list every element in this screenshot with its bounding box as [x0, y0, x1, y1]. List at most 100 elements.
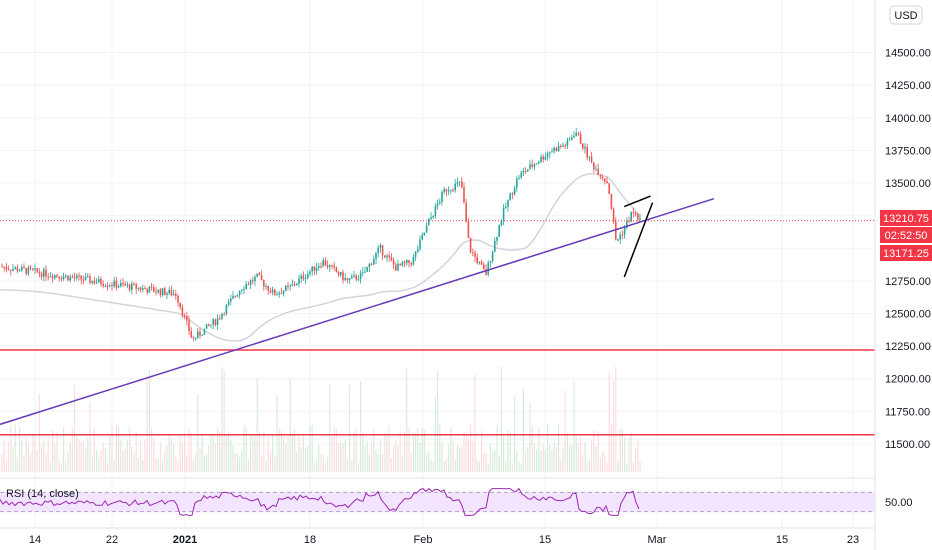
volume-bar — [463, 431, 465, 472]
candle-body — [128, 284, 131, 290]
volume-bar — [342, 443, 344, 472]
candle-body — [34, 268, 36, 270]
candle-body — [430, 217, 432, 220]
volume-bar — [397, 445, 399, 472]
volume-bar — [533, 443, 535, 472]
candle-body — [452, 190, 454, 192]
volume-bar — [159, 442, 161, 472]
candle-body — [386, 255, 388, 258]
volume-bar — [450, 426, 452, 472]
candle-body — [573, 135, 575, 138]
y-tick-label: 13750.00 — [885, 145, 931, 157]
volume-bar — [14, 424, 16, 472]
price-axis[interactable]: 14500.00 14250.00 14000.00 13750.00 13500.00… — [874, 0, 931, 550]
candle-body — [111, 285, 113, 287]
candle-body — [170, 289, 173, 296]
volume-bar — [65, 460, 67, 472]
candle-body — [179, 302, 181, 308]
drawn-lines[interactable] — [0, 195, 875, 436]
candle-body — [608, 183, 610, 194]
volume-bar — [344, 438, 346, 472]
volume-bar — [487, 463, 489, 472]
candle-body — [203, 328, 206, 335]
candle-body — [549, 152, 551, 154]
volume-bar — [335, 429, 337, 472]
candle-body — [384, 255, 386, 258]
candle-body — [16, 267, 19, 272]
candle-body — [298, 278, 300, 284]
volume-bar — [615, 366, 617, 472]
candle-body — [289, 285, 291, 287]
candle-body — [296, 283, 298, 286]
candle-body — [144, 288, 146, 290]
volume-bar — [102, 441, 104, 472]
volume-bar — [505, 461, 507, 472]
volume-bar — [483, 453, 485, 472]
candle-body — [157, 289, 159, 293]
volume-bar — [8, 441, 10, 472]
volume-bar — [280, 430, 282, 472]
volume-bar — [107, 462, 109, 472]
candle-body — [80, 275, 82, 280]
candle-body — [102, 284, 104, 286]
volume-bar — [560, 459, 562, 472]
volume-bar — [239, 456, 241, 472]
volume-bar — [437, 370, 439, 472]
volume-bar — [452, 440, 454, 472]
candle-body — [582, 143, 584, 149]
volume-bar — [151, 427, 153, 472]
countdown-value: 02:52:50 — [885, 230, 928, 242]
candle-body — [395, 264, 397, 271]
candle-body — [322, 260, 324, 267]
rsi-indicator-label[interactable]: RSI (14, close) — [6, 488, 79, 500]
volume-bar — [632, 462, 634, 472]
time-axis[interactable]: 14 22 2021 18 Feb 15 Mar 15 23 — [0, 527, 875, 546]
volume-bar — [507, 429, 509, 472]
last-price-value: 13210.75 — [883, 213, 929, 225]
candle-body — [472, 252, 474, 254]
candle-body — [3, 266, 5, 268]
x-tick-label: Mar — [648, 534, 667, 546]
candle-body — [117, 286, 120, 288]
y-tick-label: 11500.00 — [885, 439, 930, 451]
volume-bar — [16, 457, 18, 472]
volume-bar — [307, 446, 309, 472]
candle-body — [621, 234, 624, 236]
volume-bar — [221, 367, 223, 472]
volume-bar — [63, 426, 65, 472]
volume-bar — [338, 443, 340, 472]
candle-body — [43, 269, 45, 277]
candle-body — [522, 170, 525, 173]
volume-bar — [355, 428, 357, 472]
candle-body — [476, 256, 478, 264]
candle-body — [329, 265, 331, 268]
volume-bar — [283, 438, 285, 472]
volume-bar — [448, 444, 450, 472]
candle-body — [599, 175, 602, 177]
candle-body — [326, 265, 329, 268]
currency-badge[interactable]: USD — [889, 5, 923, 25]
volume-bar — [199, 448, 201, 472]
volume-bar — [366, 440, 368, 472]
candle-body — [287, 285, 289, 287]
candle-body — [227, 301, 230, 306]
candle-body — [249, 280, 252, 285]
candle-body — [311, 266, 313, 272]
candle-body — [168, 289, 170, 294]
candle-body — [14, 267, 16, 269]
volume-bar — [608, 372, 610, 472]
volume-bar — [430, 459, 432, 472]
volume-bar — [135, 431, 137, 472]
volume-bar — [538, 427, 540, 472]
volume-bar — [203, 456, 205, 472]
volume-bar — [617, 461, 619, 472]
x-tick-label: 23 — [847, 534, 859, 546]
volume-bar — [243, 425, 245, 472]
volume-bar — [267, 437, 269, 472]
volume-bar — [71, 428, 73, 472]
candle-body — [406, 259, 408, 264]
candle-body — [150, 286, 153, 288]
candle-body — [375, 252, 377, 260]
candle-body — [399, 263, 401, 266]
